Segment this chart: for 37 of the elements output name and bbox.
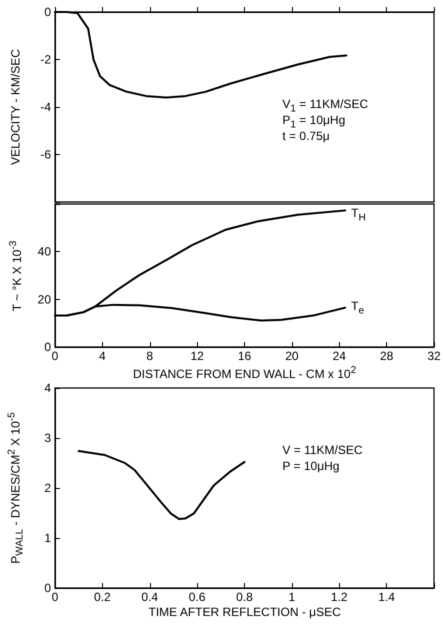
- x-axis-title: TIME AFTER REFLECTION - μSEC: [148, 605, 341, 620]
- y-tick-label: 40: [38, 244, 52, 259]
- annotation: P = 10μHg: [282, 459, 340, 474]
- x-tick-label: 0.6: [188, 590, 206, 604]
- x-tick-label: 32: [427, 349, 441, 363]
- y-tick-label: 0: [44, 340, 52, 354]
- annotation: t = 0.75μ: [282, 128, 330, 143]
- x-tick-label: 1.2: [330, 590, 348, 604]
- series-label: T$_{e}$: [351, 298, 364, 316]
- y-tick-label: 2: [44, 481, 52, 495]
- x-tick-label: 28: [380, 349, 394, 363]
- series-label: T$_{H}$: [351, 206, 366, 224]
- y-tick-label: 1: [44, 531, 52, 545]
- x-tick-label: 4: [99, 349, 106, 363]
- x-tick-label: 0.2: [94, 590, 112, 604]
- y-tick-label: -2: [40, 52, 52, 66]
- x-tick-label: 0.4: [141, 590, 158, 604]
- x-tick-label: 8: [146, 349, 154, 363]
- y-axis-title: VELOCITY - KM/SEC: [8, 49, 23, 165]
- y-tick-label: 0: [44, 5, 52, 19]
- x-tick-label: 0.8: [236, 590, 254, 604]
- annotation: V$_{1}$ = 11KM/SEC: [282, 96, 368, 114]
- y-tick-label: -6: [40, 148, 52, 162]
- x-tick-label: 16: [238, 349, 252, 363]
- y-tick-label: 3: [44, 431, 52, 445]
- y-tick-label: 4: [44, 381, 52, 395]
- x-axis-title: DISTANCE FROM END WALL - CM x 10$^{2}$: [133, 365, 356, 382]
- x-tick-label: 20: [285, 349, 299, 363]
- annotation: V = 11KM/SEC: [282, 443, 363, 458]
- y-tick-label: 20: [38, 292, 52, 306]
- x-tick-label: 1.4: [378, 590, 396, 604]
- y-tick-label: 0: [44, 581, 52, 595]
- y-tick-label: -4: [40, 100, 52, 114]
- x-tick-label: 1: [288, 590, 296, 604]
- x-tick-label: 12: [190, 349, 204, 363]
- annotation: P$_{1}$ = 10μHg: [282, 112, 346, 130]
- x-tick-label: 24: [332, 349, 346, 363]
